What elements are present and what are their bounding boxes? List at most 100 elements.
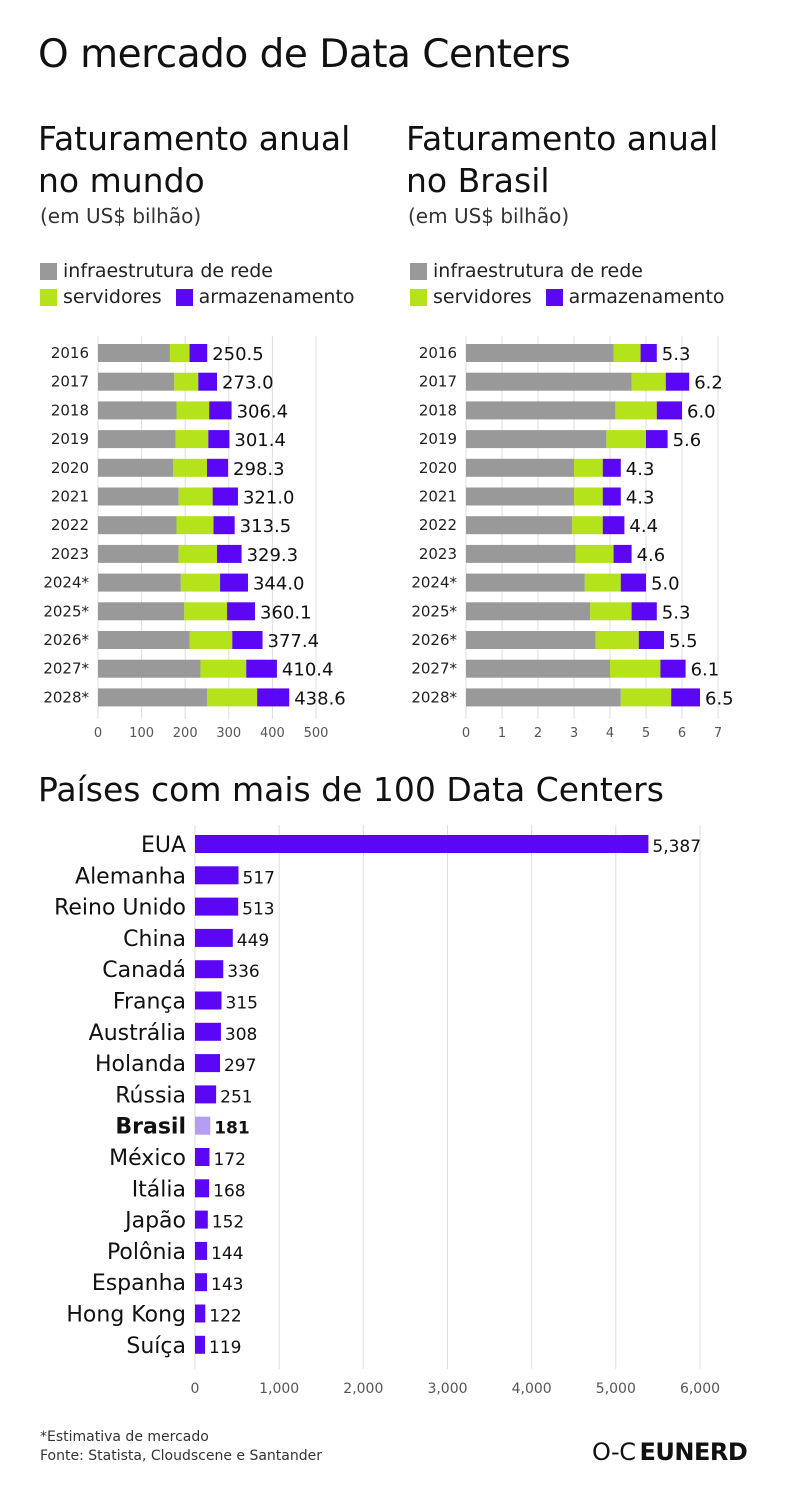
year-label: 2023 [419, 545, 457, 563]
x-tick-label: 0 [462, 726, 470, 741]
bar-segment-storage [613, 544, 632, 563]
bar-segment-servers [184, 602, 228, 621]
bar-segment-infra [98, 602, 185, 621]
country-bar [195, 991, 222, 1010]
country-bar [195, 1273, 208, 1292]
total-label: 313.5 [240, 516, 292, 537]
total-label: 5.3 [662, 344, 691, 365]
bar-segment-servers [620, 688, 672, 707]
x-tick-label: 4 [606, 726, 614, 741]
total-label: 321.0 [243, 488, 295, 509]
legend-label-storage: armazenamento [198, 286, 355, 308]
bar-segment-infra [466, 573, 585, 592]
country-bar [195, 928, 233, 947]
countries-datacenters-chart: 0 1,000 2,000 3,000 4,000 5,000 6,000 EUA 5,387 A… [54, 825, 720, 1397]
value-label: 297 [224, 1056, 256, 1076]
x-tick-label: 0 [191, 1381, 200, 1397]
value-label: 336 [227, 962, 259, 982]
legend-swatch-storage [545, 288, 563, 306]
year-label: 2026* [43, 631, 89, 649]
year-label: 2017 [51, 373, 89, 391]
country-label: Brasil [115, 1115, 186, 1140]
bar-segment-servers [169, 344, 190, 362]
country-label: China [123, 927, 186, 952]
bar-segment-infra [466, 659, 610, 678]
x-tick-label: 3 [570, 726, 578, 741]
brazil-legend: infraestrutura de rede servidores armaze… [410, 258, 725, 310]
world-legend: infraestrutura de rede servidores armaze… [40, 258, 355, 310]
total-label: 5.6 [673, 430, 702, 451]
bar-segment-servers [175, 430, 209, 449]
bar-segment-infra [466, 544, 576, 563]
bar-segment-servers [631, 372, 666, 391]
year-label: 2024* [411, 574, 457, 592]
legend-item-infra: infraestrutura de rede [410, 258, 725, 284]
bar-segment-storage [620, 573, 646, 592]
legend-label-servers: servidores [63, 286, 162, 308]
legend-label-infra: infraestrutura de rede [63, 260, 273, 282]
value-label: 308 [225, 1025, 257, 1045]
brazil-chart-title: Faturamento anual no Brasil [406, 118, 718, 202]
bar-segment-storage [198, 372, 218, 391]
total-label: 5.0 [651, 574, 680, 595]
bar-segment-servers [176, 401, 210, 420]
world-unit: (em US$ bilhão) [40, 204, 202, 228]
bar-segment-servers [613, 344, 641, 362]
x-tick-label: 5,000 [596, 1381, 636, 1397]
bar-segment-storage [602, 458, 621, 477]
bar-segment-infra [466, 430, 607, 449]
legend-swatch-storage [175, 288, 193, 306]
bar-segment-storage [602, 487, 621, 506]
bar-segment-storage [212, 487, 238, 506]
country-label: Holanda [95, 1052, 186, 1077]
x-tick-label: 3,000 [427, 1381, 467, 1397]
value-label: 517 [243, 868, 275, 888]
country-bar [195, 1241, 208, 1260]
x-tick-label: 500 [304, 726, 329, 741]
legend-item-infra: infraestrutura de rede [40, 258, 355, 284]
country-bar [195, 1210, 208, 1229]
bar-segment-storage [602, 516, 625, 535]
x-tick-label: 5 [642, 726, 650, 741]
bar-segment-infra [98, 544, 179, 563]
bar-segment-servers [584, 573, 621, 592]
value-label: 168 [213, 1181, 245, 1201]
x-tick-label: 4,000 [512, 1381, 552, 1397]
total-label: 360.1 [260, 602, 312, 623]
x-tick-label: 0 [94, 726, 102, 741]
bar-segment-storage [665, 372, 690, 391]
year-label: 2021 [51, 488, 89, 506]
total-label: 298.3 [233, 459, 285, 480]
year-label: 2024* [43, 574, 89, 592]
bar-segment-infra [466, 401, 616, 420]
bar-segment-infra [98, 401, 177, 420]
total-label: 306.4 [237, 401, 289, 422]
countries-chart-title: Países com mais de 100 Data Centers [38, 770, 664, 809]
total-label: 377.4 [268, 631, 320, 652]
country-bar [195, 1304, 206, 1323]
brand-logo: O-C EUNERD [592, 1438, 748, 1466]
country-label: Alemanha [75, 864, 186, 889]
year-label: 2018 [51, 401, 89, 419]
bar-segment-storage [257, 688, 290, 707]
x-tick-label: 200 [173, 726, 198, 741]
country-bar [195, 1179, 210, 1198]
bar-segment-servers [572, 516, 603, 535]
bar-segment-servers [189, 631, 233, 649]
country-label: EUA [141, 833, 186, 858]
total-label: 6.2 [694, 373, 723, 394]
bar-segment-servers [178, 544, 218, 563]
year-label: 2027* [411, 660, 457, 678]
value-label: 315 [226, 994, 258, 1014]
bar-segment-infra [466, 631, 596, 649]
year-label: 2021 [419, 488, 457, 506]
total-label: 4.3 [626, 488, 655, 509]
country-bar [195, 1054, 220, 1073]
year-label: 2019 [51, 430, 89, 448]
country-bar [195, 835, 649, 853]
country-bar [195, 1085, 217, 1104]
brand-glyph-icon: O-C [592, 1438, 636, 1466]
bar-segment-infra [98, 372, 175, 391]
total-label: 301.4 [234, 430, 286, 451]
bar-segment-storage [671, 688, 700, 707]
